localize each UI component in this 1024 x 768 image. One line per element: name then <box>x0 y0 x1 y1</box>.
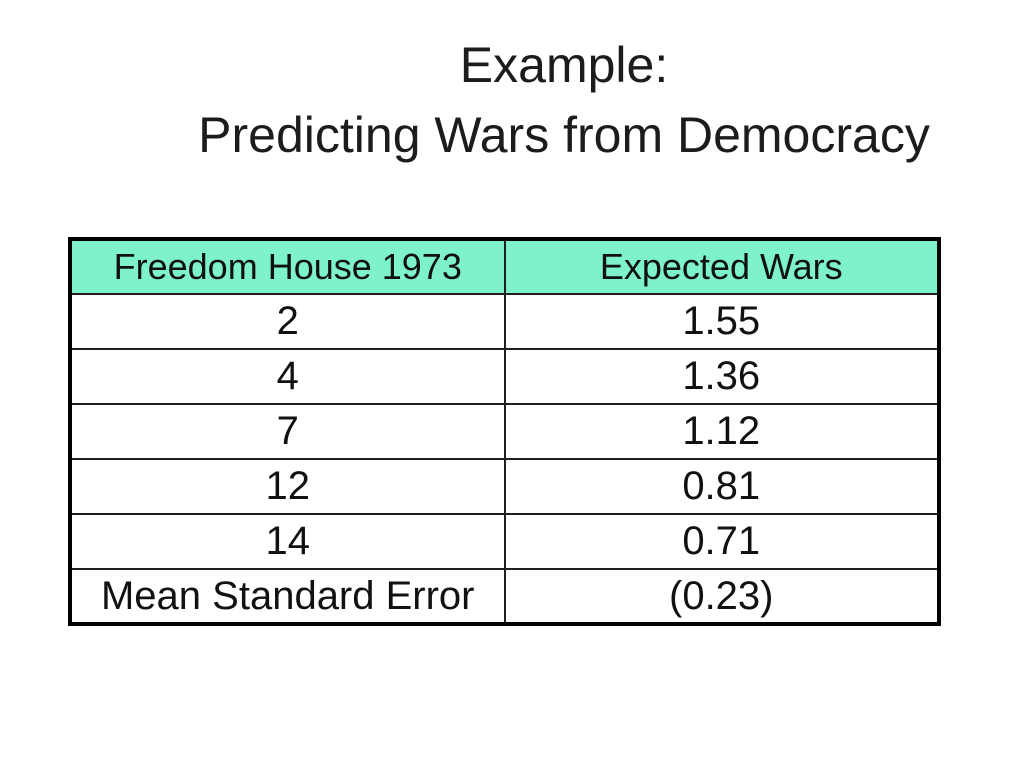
cell-expected-wars: 1.36 <box>503 348 940 405</box>
table-row: 4 1.36 <box>69 348 940 405</box>
table-row: 14 0.71 <box>69 513 940 570</box>
column-header-freedom-house: Freedom House 1973 <box>69 238 506 295</box>
cell-freedom-house: 7 <box>69 403 506 460</box>
cell-expected-wars: 0.71 <box>503 513 940 570</box>
cell-mean-standard-error-value: (0.23) <box>503 568 940 625</box>
column-header-expected-wars: Expected Wars <box>503 238 940 295</box>
cell-mean-standard-error-label: Mean Standard Error <box>69 568 506 625</box>
cell-freedom-house: 4 <box>69 348 506 405</box>
slide-title: Example: Predicting Wars from Democracy <box>104 30 1024 170</box>
table-row: 2 1.55 <box>69 293 940 350</box>
prediction-table: Freedom House 1973 Expected Wars 2 1.55 … <box>68 237 941 626</box>
cell-expected-wars: 1.12 <box>503 403 940 460</box>
title-line-1: Example: <box>459 37 669 93</box>
table-row: 12 0.81 <box>69 458 940 515</box>
cell-freedom-house: 2 <box>69 293 506 350</box>
cell-expected-wars: 0.81 <box>503 458 940 515</box>
table-row: Mean Standard Error (0.23) <box>69 568 940 625</box>
table-header-row: Freedom House 1973 Expected Wars <box>69 238 940 295</box>
title-line-2: Predicting Wars from Democracy <box>198 107 930 163</box>
table-row: 7 1.12 <box>69 403 940 460</box>
cell-freedom-house: 14 <box>69 513 506 570</box>
cell-freedom-house: 12 <box>69 458 506 515</box>
cell-expected-wars: 1.55 <box>503 293 940 350</box>
